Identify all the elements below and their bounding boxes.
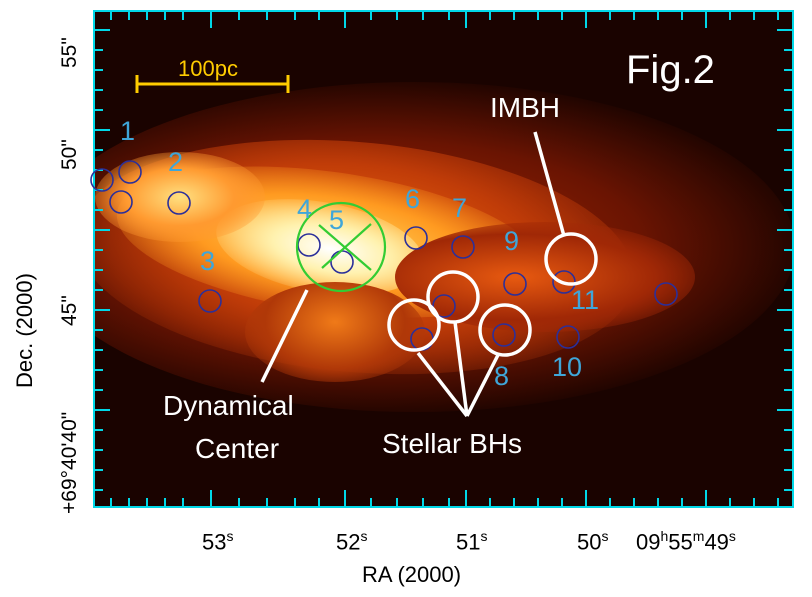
stellar-bh-circle-a: [387, 298, 441, 352]
source-number-5: 5: [329, 205, 345, 235]
source-circle-1a: [90, 168, 114, 192]
source-circle-1b: [118, 160, 142, 184]
y-tick-label-45: 45": [58, 295, 81, 326]
source-number-3: 3: [200, 246, 216, 276]
dynamical-center-marker: [295, 201, 387, 293]
figure-title: Fig.2: [626, 48, 715, 92]
scale-bar: [135, 75, 290, 93]
source-number-9: 9: [504, 226, 520, 256]
stellar-bh-circle-c: [478, 303, 532, 357]
x-tick-label-52s: 52s: [336, 528, 368, 555]
source-circle-10: [556, 325, 580, 349]
source-circle-5: [330, 250, 354, 274]
source-circle-far: [654, 282, 678, 306]
source-number-2: 2: [168, 147, 184, 177]
source-circle-3: [198, 289, 222, 313]
x-tick-label-09h55m49s: 09h55m49s: [636, 528, 736, 555]
x-tick-label-53s: 53s: [202, 528, 234, 555]
annotation-lines: [260, 131, 566, 418]
source-number-8: 8: [494, 361, 510, 391]
source-circle-4: [297, 233, 321, 257]
y-tick-label-55: 55": [58, 37, 81, 68]
source-circle-8: [492, 323, 516, 347]
source-number-6: 6: [405, 184, 421, 214]
source-number-10: 10: [552, 352, 583, 382]
y-ticks: [93, 29, 794, 491]
imbh-label: IMBH: [490, 92, 560, 123]
source-circle-stellar-a: [410, 327, 434, 351]
y-tick-label-40-main: +69°40'40": [58, 411, 81, 514]
x-axis-label: RA (2000): [362, 562, 462, 587]
stellar-bhs-label: Stellar BHs: [382, 428, 523, 459]
dynamical-center-label-line2: Center: [195, 433, 280, 464]
source-circle-7: [451, 235, 475, 259]
stellar-bh-circle-b: [426, 270, 480, 324]
source-number-1: 1: [120, 116, 136, 146]
source-circle-stellar-b: [432, 294, 456, 318]
glow-south: [245, 282, 425, 382]
source-circle-9: [503, 272, 527, 296]
glow-west: [95, 152, 265, 242]
glow-east: [395, 222, 695, 332]
source-circle-1c: [109, 190, 133, 214]
dynamical-center-label-line1: Dynamical: [163, 390, 294, 421]
x-tick-label-51s: 51s: [456, 528, 488, 555]
source-number-11: 11: [571, 285, 600, 315]
source-number-4: 4: [297, 194, 313, 224]
source-number-7: 7: [452, 193, 468, 223]
scale-bar-label: 100pc: [178, 56, 238, 81]
imbh-circle: [544, 232, 598, 286]
y-axis-label: Dec. (2000): [12, 273, 37, 388]
image-panel: [93, 10, 794, 508]
x-ticks: [110, 10, 779, 508]
x-tick-label-50s: 50s: [577, 528, 609, 555]
source-circle-6: [404, 226, 428, 250]
source-circle-2: [167, 191, 191, 215]
y-tick-label-50: 50": [58, 139, 81, 170]
